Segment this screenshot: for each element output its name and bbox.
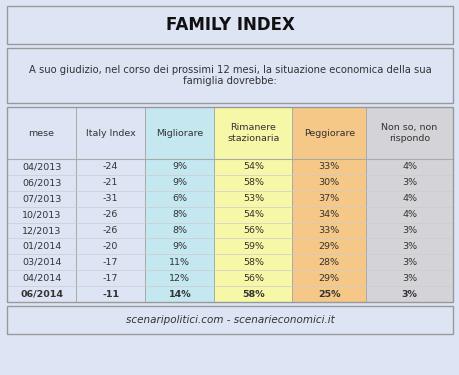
- Text: 8%: 8%: [172, 226, 187, 235]
- Text: 33%: 33%: [318, 162, 339, 171]
- Text: 56%: 56%: [242, 226, 263, 235]
- Text: -31: -31: [103, 194, 118, 203]
- Text: 12/2013: 12/2013: [22, 226, 61, 235]
- Text: 29%: 29%: [318, 274, 339, 283]
- Text: -26: -26: [103, 210, 118, 219]
- Text: 9%: 9%: [172, 242, 187, 251]
- Text: 58%: 58%: [242, 178, 263, 188]
- Text: 9%: 9%: [172, 162, 187, 171]
- Text: 3%: 3%: [401, 178, 416, 188]
- Text: 53%: 53%: [242, 194, 263, 203]
- Bar: [7, 6, 452, 44]
- Bar: [214, 107, 292, 302]
- Text: 10/2013: 10/2013: [22, 210, 61, 219]
- Text: 3%: 3%: [401, 258, 416, 267]
- Text: 59%: 59%: [242, 242, 263, 251]
- Text: 30%: 30%: [318, 178, 339, 188]
- Text: 56%: 56%: [242, 274, 263, 283]
- Text: 14%: 14%: [168, 290, 191, 298]
- Text: -26: -26: [103, 226, 118, 235]
- Text: 11%: 11%: [169, 258, 190, 267]
- Text: 3%: 3%: [401, 290, 417, 298]
- Text: -24: -24: [103, 162, 118, 171]
- Text: -17: -17: [103, 274, 118, 283]
- Text: 8%: 8%: [172, 210, 187, 219]
- Text: 07/2013: 07/2013: [22, 194, 61, 203]
- Bar: [365, 107, 452, 302]
- Text: mese: mese: [28, 129, 55, 138]
- Text: 3%: 3%: [401, 242, 416, 251]
- Text: Peggiorare: Peggiorare: [303, 129, 354, 138]
- Text: 01/2014: 01/2014: [22, 242, 61, 251]
- Text: Non so, non
rispondo: Non so, non rispondo: [381, 123, 437, 143]
- Text: -21: -21: [103, 178, 118, 188]
- Text: Italy Index: Italy Index: [86, 129, 135, 138]
- Text: 34%: 34%: [318, 210, 339, 219]
- Bar: [292, 107, 365, 302]
- Text: -20: -20: [103, 242, 118, 251]
- Text: 28%: 28%: [318, 258, 339, 267]
- Text: 06/2013: 06/2013: [22, 178, 61, 188]
- Bar: [76, 107, 145, 302]
- Text: 03/2014: 03/2014: [22, 258, 61, 267]
- Text: scenaripolitici.com - scenarieconomici.it: scenaripolitici.com - scenarieconomici.i…: [125, 315, 334, 325]
- Text: -11: -11: [102, 290, 119, 298]
- Text: 4%: 4%: [401, 194, 416, 203]
- Text: 6%: 6%: [172, 194, 187, 203]
- Text: 58%: 58%: [242, 258, 263, 267]
- Bar: [145, 107, 214, 302]
- Bar: [7, 48, 452, 103]
- Text: 37%: 37%: [318, 194, 339, 203]
- Text: 3%: 3%: [401, 226, 416, 235]
- Text: 54%: 54%: [242, 210, 263, 219]
- Text: Rimanere
stazionaria: Rimanere stazionaria: [227, 123, 279, 143]
- Text: 3%: 3%: [401, 274, 416, 283]
- Bar: [7, 107, 76, 302]
- Text: 4%: 4%: [401, 210, 416, 219]
- Text: A suo giudizio, nel corso dei prossimi 12 mesi, la situazione economica della su: A suo giudizio, nel corso dei prossimi 1…: [28, 65, 431, 86]
- Text: 06/2014: 06/2014: [20, 290, 63, 298]
- Text: 25%: 25%: [317, 290, 340, 298]
- Bar: [7, 107, 452, 302]
- Text: 04/2013: 04/2013: [22, 162, 61, 171]
- Text: -17: -17: [103, 258, 118, 267]
- Text: 04/2014: 04/2014: [22, 274, 61, 283]
- Text: 29%: 29%: [318, 242, 339, 251]
- Bar: [7, 306, 452, 334]
- Text: 58%: 58%: [241, 290, 264, 298]
- Text: 4%: 4%: [401, 162, 416, 171]
- Text: 12%: 12%: [169, 274, 190, 283]
- Text: 9%: 9%: [172, 178, 187, 188]
- Text: 54%: 54%: [242, 162, 263, 171]
- Text: FAMILY INDEX: FAMILY INDEX: [165, 16, 294, 34]
- Text: Migliorare: Migliorare: [156, 129, 203, 138]
- Text: 33%: 33%: [318, 226, 339, 235]
